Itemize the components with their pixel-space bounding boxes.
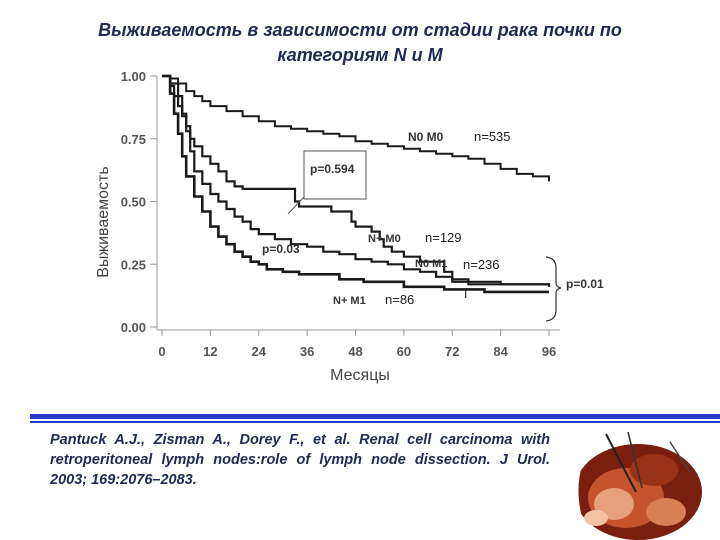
series-label-nplus-m0: N+ M0: [368, 233, 401, 245]
slide-title-line-2: категориям N и M: [277, 45, 443, 65]
survival-chart: 0.00 0.25 0.50 0.75 1.00 0 12 24 36 48 60 72 84 96 Вы…: [95, 69, 604, 384]
series-line-n0-m1: [162, 74, 551, 287]
x-tick-label: 72: [445, 344, 459, 359]
p-value-box: [303, 150, 367, 200]
y-tick-label: 0.75: [121, 132, 146, 147]
series-label-n0m1: N0 M1: [415, 258, 447, 270]
y-axis-title: Выживаемость: [95, 166, 112, 278]
series-label-nplus-m1: N+ M1: [333, 295, 366, 307]
x-tick-label: 48: [348, 344, 362, 359]
y-tick-label: 0.00: [121, 320, 146, 335]
divider-thin: [30, 421, 720, 423]
p-value-0594: p=0.594: [310, 162, 355, 176]
n-label-nplus-m0: n=129: [425, 230, 462, 245]
survival-curves: [162, 74, 551, 294]
y-tick-label: 1.00: [121, 69, 146, 84]
series-line-n0-m0: [162, 75, 550, 182]
slide-title-line-1: Выживаемость в зависимости от стадии рак…: [98, 20, 622, 40]
series-label-n0m0: N0 M0: [408, 130, 444, 144]
x-tick-label: 84: [493, 344, 508, 359]
x-tick-label: 36: [300, 344, 314, 359]
y-tick-label: 0.50: [121, 195, 146, 210]
n-label-n0m0: n=535: [474, 129, 511, 144]
x-axis-title: Месяцы: [330, 367, 390, 384]
n-label-n0m1: n=236: [463, 257, 500, 272]
x-tick-label: 0: [158, 344, 165, 359]
axes: 0.00 0.25 0.50 0.75 1.00 0 12 24 36 48 60 72 84 96: [121, 69, 560, 359]
x-tick-label: 96: [542, 344, 556, 359]
x-tick-label: 24: [252, 344, 267, 359]
tick-mark-annotation: I: [464, 287, 467, 301]
y-tick-label: 0.25: [121, 257, 146, 272]
citation-text: Pantuck A.J., Zisman A., Dorey F., et al…: [50, 432, 550, 488]
x-tick-label: 12: [203, 344, 217, 359]
p-value-pointer: [287, 196, 305, 215]
slide-title: Выживаемость в зависимости от стадии рак…: [40, 18, 680, 68]
divider-thick: [30, 414, 720, 419]
chart-labels: Выживаемость Месяцы N0 M0 n=535 p=0.594 …: [95, 129, 604, 384]
bracket: [545, 256, 562, 322]
x-tick-label: 60: [397, 344, 411, 359]
n-label-nplus-m1: n=86: [385, 292, 414, 307]
series-line-nplus-m1: [162, 74, 549, 294]
p-value-001: p=0.01: [566, 277, 604, 291]
p-value-003: p=0.03: [262, 242, 300, 256]
surgical-photo: [566, 432, 706, 540]
